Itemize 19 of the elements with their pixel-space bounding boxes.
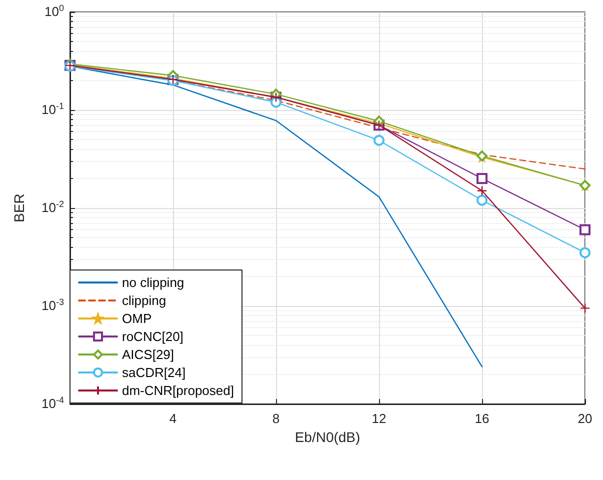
legend-label: roCNC[20] [122,329,184,344]
y-axis-title: BER [11,194,27,222]
legend-label: dm-CNR[proposed] [122,383,234,398]
y-tick-label: 10$^{-1}$ [42,101,64,119]
legend-label: clipping [122,293,166,308]
x-axis-title: Eb/N0(dB) [294,429,360,445]
x-tick-label: 20 [578,411,592,426]
y-tick-label: 10$^{-4}$ [42,395,64,413]
legend-label: no clipping [122,275,184,290]
x-tick-label: 4 [169,411,177,426]
legend-label: AICS[29] [122,347,174,362]
legend-label: saCDR[24] [122,365,186,380]
y-tick-label: 10$^{-3}$ [42,297,64,315]
x-tick-label: 8 [272,411,280,426]
legend-label: OMP [122,311,152,326]
x-tick-label: 16 [474,411,490,426]
y-tick-label: 10$^{-2}$ [42,199,64,217]
y-tick-label: 10$^{0}$ [44,3,64,21]
x-tick-label: 12 [372,411,386,426]
